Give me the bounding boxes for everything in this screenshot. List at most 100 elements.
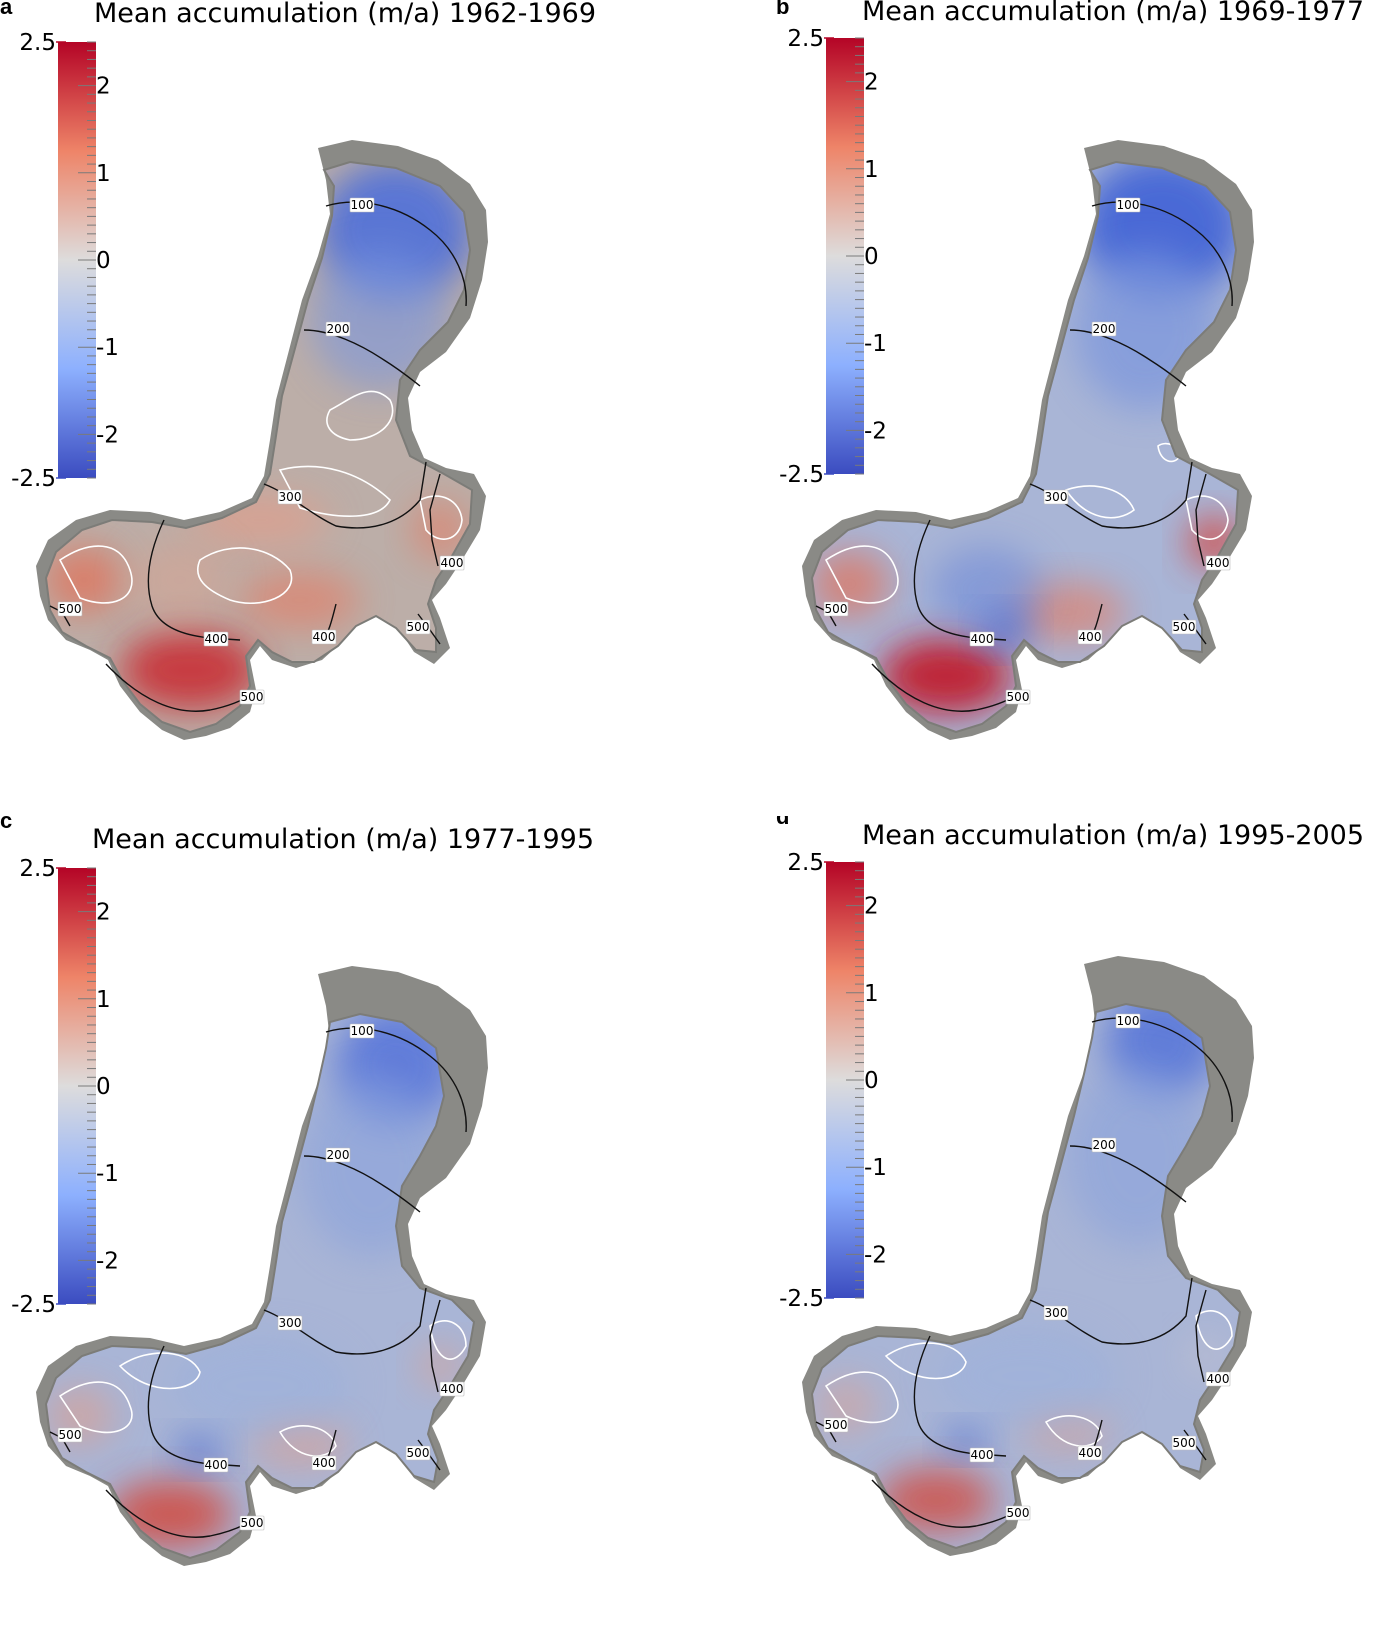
zero-accumulation-isoline [58, 1381, 133, 1434]
contour-label: 200 [327, 1148, 350, 1162]
contour-label: 300 [1045, 1306, 1068, 1320]
map-svg: d Mean accumulation (m/a) 1995-2005 2.5 -… [776, 816, 1364, 1556]
contour-label-box [1091, 321, 1117, 337]
elevation-contour [913, 1335, 1007, 1457]
colorbar-tick-label: -1 [864, 1155, 887, 1181]
colorbar-max-label: 2.5 [787, 850, 824, 876]
contour-label: 500 [59, 602, 82, 616]
colorbar-min-label: -2.5 [779, 462, 824, 488]
contour-label-box [1115, 197, 1141, 213]
panel-c: c Mean accumulation (m/a) 1977-1995 2.5 -… [0, 816, 700, 1632]
contour-label: 500 [407, 1446, 430, 1460]
panel-letter: b [776, 0, 789, 19]
glacier-map: 100 200 300 400 400 400 500 500 500 [802, 140, 1254, 740]
accumulation-field [812, 162, 1238, 732]
contour-label: 500 [825, 602, 848, 616]
colorbar: 2.5 -2.5 2 1 0 -1 -2 [779, 850, 887, 1312]
glacier-map: 100 200 300 400 400 400 500 500 500 [36, 966, 488, 1566]
colorbar-min-label: -2.5 [11, 466, 56, 492]
contour-label: 400 [441, 1382, 464, 1396]
colorbar: 2.5 -2.5 2 1 0 -1 -2 [779, 26, 887, 488]
contour-label: 300 [1045, 490, 1068, 504]
colorbar-tick-label: 2 [96, 900, 111, 926]
panel-a: a Mean accumulation (m/a) 1962-1969 2.5 -… [0, 0, 700, 816]
zero-accumulation-isoline [326, 390, 394, 441]
accumulation-patch [130, 540, 230, 620]
zero-accumulation-isoline [1044, 1415, 1103, 1447]
contour-label: 100 [351, 198, 374, 212]
ice-boundary [44, 160, 474, 734]
accumulation-patch [930, 546, 1042, 634]
contour-label-box [1171, 619, 1197, 635]
panel-title: Mean accumulation (m/a) 1995-2005 [862, 820, 1364, 851]
zero-accumulation-isoline [58, 545, 133, 604]
contour-label-box [1005, 689, 1031, 705]
colorbar: 2.5 -2.5 2 1 0 -1 -2 [11, 856, 119, 1318]
accumulation-patch [412, 500, 468, 560]
elevation-contour [303, 329, 421, 387]
contour-label: 500 [1173, 1436, 1196, 1450]
colorbar-tick-label: 0 [96, 1074, 111, 1100]
contour-label: 500 [59, 1428, 82, 1442]
colorbar-tick-label: 1 [864, 157, 879, 183]
contour-label-box [325, 321, 351, 337]
colorbar: 2.5 -2.5 2 1 0 -1 -2 [11, 30, 119, 492]
contour-label-box [57, 601, 83, 617]
contour-label: 500 [1007, 690, 1030, 704]
panel-b: b Mean accumulation (m/a) 1969-1977 2.5 -… [700, 0, 1400, 816]
accumulation-patch [418, 1344, 462, 1388]
colorbar-tick-label: 2 [96, 74, 111, 100]
zero-accumulation-isoline [1064, 485, 1135, 519]
elevation-contour [1195, 1289, 1207, 1383]
colorbar-tick-label: -2 [864, 418, 887, 444]
contour-label-box [1205, 555, 1231, 571]
contour-label: 400 [1079, 630, 1102, 644]
contour-label-box [405, 619, 431, 635]
contour-label-box [969, 631, 995, 647]
zero-accumulation-isoline [824, 545, 899, 604]
glacier-map: 100 200 300 400 400 400 500 500 500 [802, 956, 1254, 1556]
contour-label: 500 [1007, 1506, 1030, 1520]
map-svg: b Mean accumulation (m/a) 1969-1977 2.5 -… [776, 0, 1364, 740]
panel-letter: c [0, 816, 12, 833]
contour-label-box [1205, 1371, 1231, 1387]
contour-label-box [439, 1381, 465, 1397]
contour-label-box [1005, 1505, 1031, 1521]
contour-label: 400 [313, 630, 336, 644]
contour-label: 300 [279, 490, 302, 504]
contour-label: 500 [825, 1418, 848, 1432]
contour-label: 400 [971, 1448, 994, 1462]
contour-label-box [405, 1445, 431, 1461]
elevation-contour [429, 1299, 441, 1393]
contour-label-box [1077, 1445, 1103, 1461]
contour-label-box [57, 1427, 83, 1443]
accumulation-patch [878, 1468, 994, 1532]
contour-label: 100 [351, 1024, 374, 1038]
elevation-contour [1195, 473, 1207, 567]
contour-label-box [439, 555, 465, 571]
zero-accumulation-isoline [196, 547, 293, 604]
zero-accumulation-isoline [419, 495, 463, 540]
colorbar-max-label: 2.5 [19, 30, 56, 56]
zero-accumulation-isoline [278, 465, 391, 517]
elevation-contour [429, 473, 441, 567]
colorbar-tick-label: -2 [96, 422, 119, 448]
contour-label: 200 [1093, 1138, 1116, 1152]
contour-label: 100 [1117, 198, 1140, 212]
zero-accumulation-isoline [824, 1371, 899, 1424]
accumulation-patch [46, 546, 124, 614]
panel-letter: d [776, 816, 789, 829]
accumulation-patch [170, 1336, 350, 1436]
ice-boundary [44, 1012, 476, 1560]
contour-label-box [203, 631, 229, 647]
map-svg: c Mean accumulation (m/a) 1977-1995 2.5 -… [0, 816, 594, 1566]
contour-label-box [239, 1515, 265, 1531]
colorbar-tick-label: -1 [96, 1161, 119, 1187]
contour-label-box [1043, 1305, 1069, 1321]
contour-label: 400 [205, 1458, 228, 1472]
contour-label-box [311, 629, 337, 645]
elevation-contour [147, 519, 241, 641]
contour-label-box [1171, 1435, 1197, 1451]
zero-accumulation-isoline [1195, 1310, 1233, 1350]
colorbar-max-label: 2.5 [787, 26, 824, 52]
